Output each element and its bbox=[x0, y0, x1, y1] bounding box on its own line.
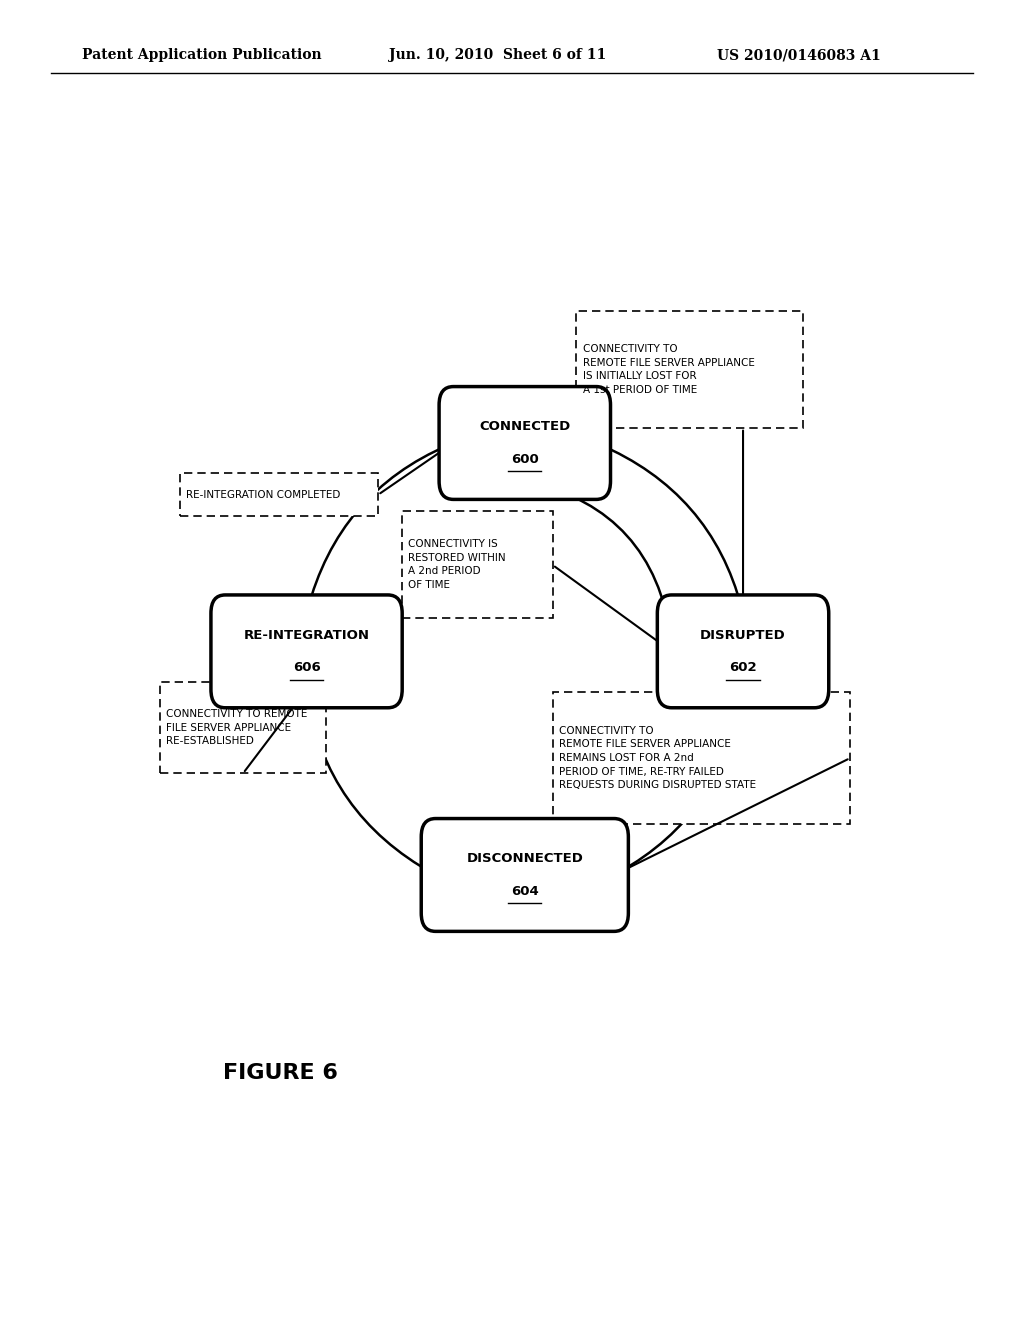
Text: DISRUPTED: DISRUPTED bbox=[700, 628, 785, 642]
FancyBboxPatch shape bbox=[439, 387, 610, 499]
Text: US 2010/0146083 A1: US 2010/0146083 A1 bbox=[717, 49, 881, 62]
Text: CONNECTIVITY IS
RESTORED WITHIN
A 2nd PERIOD
OF TIME: CONNECTIVITY IS RESTORED WITHIN A 2nd PE… bbox=[409, 539, 506, 590]
FancyBboxPatch shape bbox=[577, 312, 803, 428]
FancyBboxPatch shape bbox=[179, 474, 378, 516]
Text: Jun. 10, 2010  Sheet 6 of 11: Jun. 10, 2010 Sheet 6 of 11 bbox=[389, 49, 606, 62]
FancyBboxPatch shape bbox=[553, 692, 850, 824]
FancyBboxPatch shape bbox=[211, 595, 402, 708]
Text: CONNECTED: CONNECTED bbox=[479, 420, 570, 433]
FancyBboxPatch shape bbox=[421, 818, 629, 932]
FancyBboxPatch shape bbox=[401, 511, 553, 618]
Text: DISCONNECTED: DISCONNECTED bbox=[466, 853, 584, 865]
Text: 604: 604 bbox=[511, 884, 539, 898]
Text: 606: 606 bbox=[293, 661, 321, 675]
FancyBboxPatch shape bbox=[657, 595, 828, 708]
Text: 600: 600 bbox=[511, 453, 539, 466]
Text: Patent Application Publication: Patent Application Publication bbox=[82, 49, 322, 62]
Text: CONNECTIVITY TO
REMOTE FILE SERVER APPLIANCE
REMAINS LOST FOR A 2nd
PERIOD OF TI: CONNECTIVITY TO REMOTE FILE SERVER APPLI… bbox=[559, 726, 756, 791]
Text: RE-INTEGRATION: RE-INTEGRATION bbox=[244, 628, 370, 642]
Text: FIGURE 6: FIGURE 6 bbox=[223, 1063, 338, 1084]
Text: CONNECTIVITY TO REMOTE
FILE SERVER APPLIANCE
RE-ESTABLISHED: CONNECTIVITY TO REMOTE FILE SERVER APPLI… bbox=[166, 709, 307, 746]
Text: RE-INTEGRATION COMPLETED: RE-INTEGRATION COMPLETED bbox=[186, 490, 340, 500]
Text: CONNECTIVITY TO
REMOTE FILE SERVER APPLIANCE
IS INITIALLY LOST FOR
A 1st PERIOD : CONNECTIVITY TO REMOTE FILE SERVER APPLI… bbox=[583, 345, 755, 395]
Text: 602: 602 bbox=[729, 661, 757, 675]
FancyBboxPatch shape bbox=[160, 682, 327, 774]
